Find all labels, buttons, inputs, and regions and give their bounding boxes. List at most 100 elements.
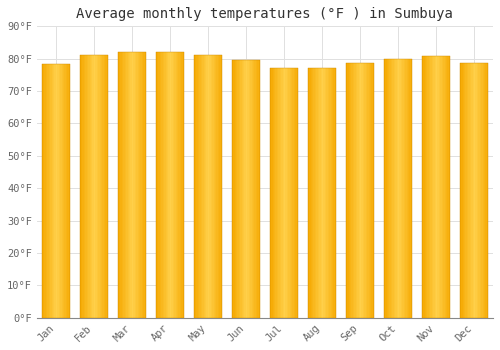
Bar xyxy=(364,63,366,318)
Bar xyxy=(198,55,200,318)
Bar xyxy=(58,64,60,318)
Bar xyxy=(272,68,274,318)
Bar xyxy=(212,55,214,318)
Bar xyxy=(395,59,396,318)
Bar xyxy=(362,63,363,318)
Bar xyxy=(136,52,138,318)
Bar xyxy=(270,68,298,318)
Bar xyxy=(232,60,233,318)
Bar xyxy=(405,59,406,318)
Bar xyxy=(250,60,252,318)
Bar xyxy=(48,64,50,318)
Bar xyxy=(391,59,392,318)
Bar xyxy=(244,60,246,318)
Bar xyxy=(462,63,464,318)
Bar xyxy=(194,55,222,318)
Bar xyxy=(88,55,90,318)
Bar xyxy=(62,64,63,318)
Bar xyxy=(284,68,286,318)
Bar xyxy=(478,63,480,318)
Bar xyxy=(472,63,474,318)
Bar xyxy=(460,63,461,318)
Bar xyxy=(140,52,142,318)
Bar xyxy=(373,63,374,318)
Bar xyxy=(429,56,430,318)
Bar xyxy=(182,51,184,318)
Bar xyxy=(90,55,91,318)
Bar xyxy=(162,51,164,318)
Bar xyxy=(434,56,436,318)
Bar xyxy=(392,59,394,318)
Bar xyxy=(476,63,477,318)
Bar xyxy=(332,68,334,318)
Bar xyxy=(366,63,367,318)
Bar xyxy=(60,64,62,318)
Bar xyxy=(92,55,94,318)
Bar xyxy=(398,59,400,318)
Bar xyxy=(100,55,101,318)
Bar xyxy=(139,52,140,318)
Bar xyxy=(233,60,234,318)
Bar xyxy=(471,63,472,318)
Bar xyxy=(372,63,373,318)
Bar xyxy=(460,63,488,318)
Bar xyxy=(84,55,86,318)
Bar xyxy=(142,52,144,318)
Bar xyxy=(118,52,119,318)
Bar xyxy=(278,68,280,318)
Bar xyxy=(370,63,372,318)
Bar xyxy=(101,55,102,318)
Bar xyxy=(318,68,319,318)
Bar xyxy=(215,55,216,318)
Bar xyxy=(248,60,249,318)
Bar xyxy=(80,55,108,318)
Bar xyxy=(246,60,248,318)
Bar xyxy=(167,51,168,318)
Bar xyxy=(388,59,390,318)
Bar xyxy=(98,55,100,318)
Bar xyxy=(252,60,253,318)
Bar xyxy=(396,59,398,318)
Bar xyxy=(309,68,310,318)
Bar xyxy=(320,68,322,318)
Bar xyxy=(326,68,328,318)
Bar xyxy=(346,63,374,318)
Bar xyxy=(50,64,51,318)
Bar xyxy=(444,56,446,318)
Bar xyxy=(360,63,362,318)
Bar xyxy=(86,55,88,318)
Bar xyxy=(206,55,208,318)
Bar xyxy=(126,52,128,318)
Bar xyxy=(348,63,350,318)
Bar xyxy=(232,60,260,318)
Bar xyxy=(316,68,318,318)
Bar xyxy=(322,68,324,318)
Bar xyxy=(240,60,242,318)
Bar xyxy=(200,55,201,318)
Bar xyxy=(63,64,64,318)
Bar xyxy=(484,63,486,318)
Bar xyxy=(386,59,388,318)
Bar xyxy=(204,55,205,318)
Bar xyxy=(81,55,82,318)
Bar xyxy=(249,60,250,318)
Bar xyxy=(286,68,287,318)
Bar xyxy=(208,55,210,318)
Bar xyxy=(234,60,236,318)
Bar xyxy=(294,68,296,318)
Bar xyxy=(122,52,124,318)
Bar xyxy=(367,63,368,318)
Bar xyxy=(239,60,240,318)
Bar xyxy=(404,59,405,318)
Bar xyxy=(324,68,325,318)
Bar xyxy=(310,68,312,318)
Bar xyxy=(292,68,294,318)
Bar xyxy=(280,68,281,318)
Bar xyxy=(406,59,408,318)
Bar xyxy=(312,68,314,318)
Bar xyxy=(446,56,448,318)
Bar xyxy=(402,59,404,318)
Bar xyxy=(394,59,395,318)
Bar xyxy=(138,52,139,318)
Bar xyxy=(335,68,336,318)
